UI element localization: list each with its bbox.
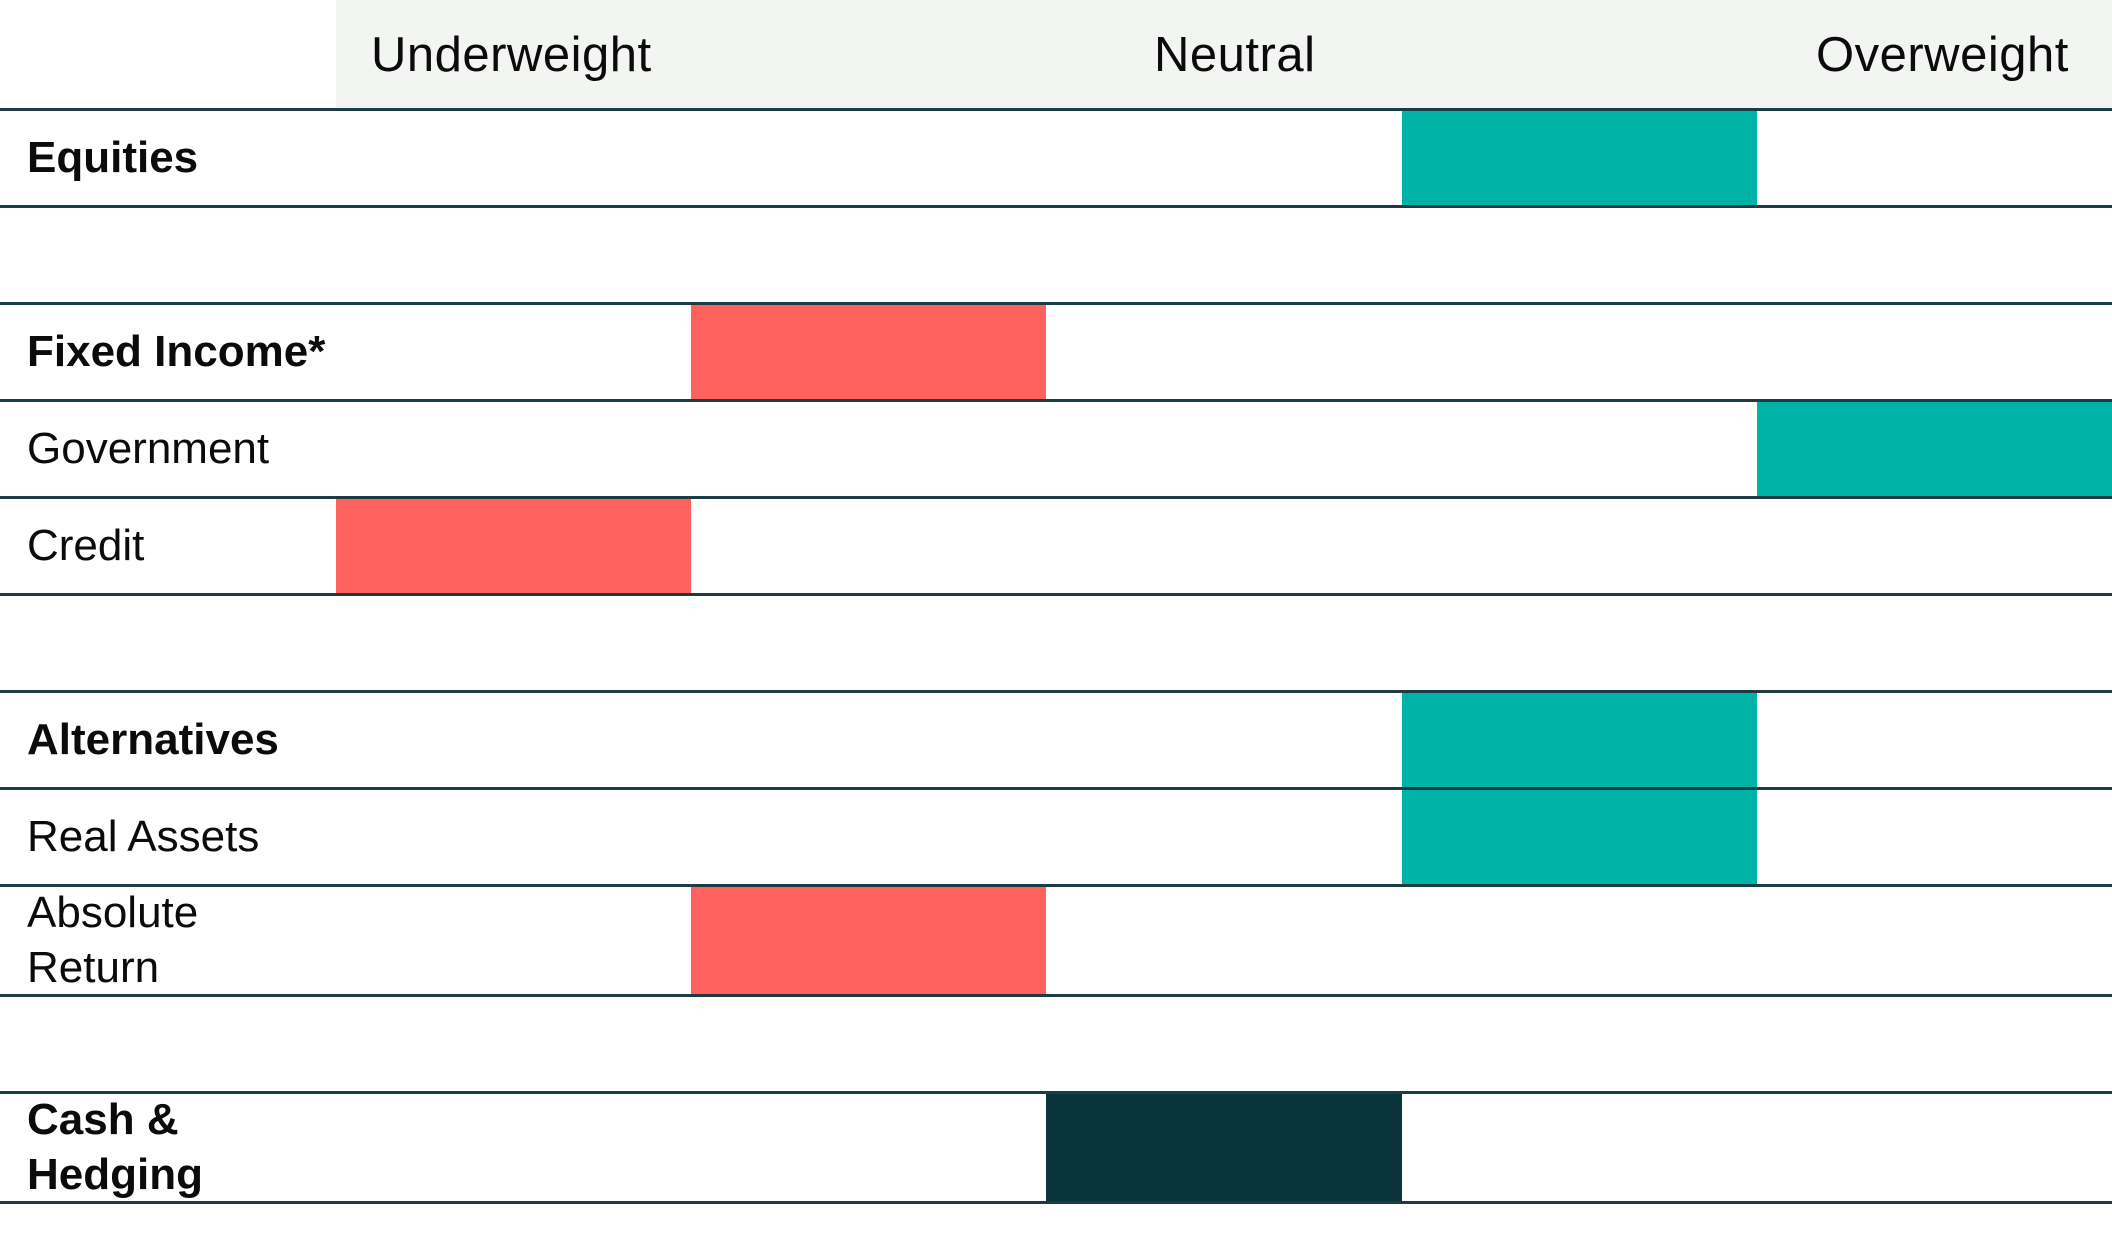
scale-label-neutral: Neutral bbox=[1154, 28, 1316, 82]
row-rule bbox=[0, 884, 2112, 887]
row-label: Alternatives bbox=[27, 715, 279, 764]
bar-neutral bbox=[1046, 1094, 1402, 1201]
row-label: Fixed Income* bbox=[27, 327, 326, 376]
row-label: Credit bbox=[27, 521, 145, 570]
bar-overweight bbox=[1401, 693, 1757, 787]
row-label: Government bbox=[27, 424, 270, 473]
bar-underweight bbox=[691, 305, 1047, 399]
row-rule bbox=[0, 302, 2112, 305]
row-rule bbox=[0, 690, 2112, 693]
row-rule bbox=[0, 994, 2112, 997]
scale-label-overweight: Overweight bbox=[1816, 28, 2069, 82]
row-label: Real Assets bbox=[27, 812, 260, 861]
bar-overweight bbox=[1401, 111, 1757, 205]
bar-overweight bbox=[1401, 790, 1757, 884]
header-rule bbox=[0, 108, 2112, 111]
row-label: Cash & Hedging bbox=[27, 1095, 203, 1199]
bar-overweight bbox=[1756, 402, 2112, 496]
row-label: Absolute Return bbox=[27, 888, 199, 992]
row-rule bbox=[0, 787, 2112, 790]
row-rule bbox=[0, 593, 2112, 596]
row-rule bbox=[0, 496, 2112, 499]
row-rule bbox=[0, 1201, 2112, 1204]
row-rule bbox=[0, 205, 2112, 208]
bar-underweight bbox=[691, 887, 1047, 994]
header-band bbox=[336, 0, 2112, 108]
row-rule bbox=[0, 1091, 2112, 1094]
row-rule bbox=[0, 399, 2112, 402]
scale-label-underweight: Underweight bbox=[371, 28, 652, 82]
bar-underweight bbox=[336, 499, 692, 593]
row-label: Equities bbox=[27, 133, 199, 182]
